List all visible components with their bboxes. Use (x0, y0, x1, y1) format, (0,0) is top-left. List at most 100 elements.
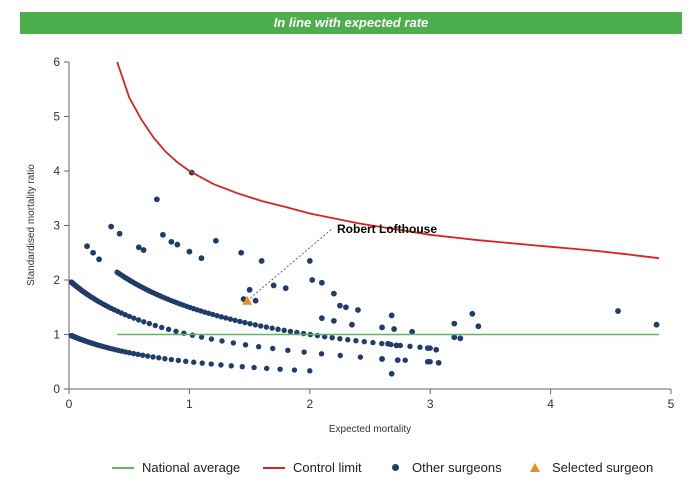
tick-labels: 0 1 2 3 4 5 6 0 1 2 3 4 5 (53, 55, 674, 411)
surgeon-point (146, 320, 153, 327)
annotation-leader (246, 227, 334, 302)
surgeon-point (246, 286, 253, 293)
surgeon-point (277, 366, 283, 372)
surgeon-point (409, 328, 416, 335)
surgeon-point (322, 333, 328, 340)
surgeon-point (370, 339, 376, 346)
surgeon-point (307, 368, 313, 374)
surgeon-point (160, 231, 166, 238)
surgeon-point (337, 302, 343, 309)
surgeon-point (281, 327, 287, 334)
surgeon-point (318, 351, 325, 357)
surgeon-point (131, 315, 137, 321)
surgeon-point (424, 345, 431, 352)
surgeon-point (258, 323, 264, 329)
surgeon-point (159, 324, 165, 331)
surgeon-point (126, 350, 133, 356)
surgeon-point (135, 244, 142, 251)
surgeon-point (263, 365, 270, 372)
surgeon-point (269, 325, 275, 331)
surgeon-point (300, 330, 307, 337)
legend-label: National average (142, 460, 241, 475)
surgeon-point (252, 297, 259, 304)
control-limit-curve (116, 61, 660, 260)
surgeon-point (150, 354, 156, 360)
x-axis-label: Expected mortality (329, 424, 411, 435)
surgeon-point (219, 338, 225, 344)
surgeon-point (301, 349, 307, 355)
surgeon-point (385, 340, 391, 347)
surgeon-point (198, 255, 205, 262)
surgeon-point (162, 355, 168, 362)
legend-label: Selected surgeon (552, 460, 654, 475)
surgeon-point (238, 249, 245, 256)
surgeon-point (168, 238, 175, 245)
surgeon-point (349, 321, 355, 328)
surgeon-point (330, 317, 337, 324)
surgeon-point (433, 346, 440, 353)
surgeon-point (183, 358, 189, 365)
surgeon-point (318, 279, 325, 286)
surgeon-point (357, 354, 364, 360)
surgeon-point (139, 352, 146, 358)
surgeon-point (174, 241, 181, 248)
reference-lines (116, 61, 660, 336)
surgeon-point (379, 324, 385, 331)
surgeon-point (285, 347, 291, 354)
surgeon-point (355, 307, 361, 313)
surgeon-point (152, 322, 158, 329)
y-tick-label: 3 (53, 219, 60, 233)
surgeon-point (210, 311, 216, 318)
surgeon-point (282, 285, 289, 292)
status-banner: In line with expected rate (20, 12, 682, 34)
surgeon-point (255, 343, 262, 350)
selected-surgeon-label: Robert Lofthouse (337, 222, 437, 236)
surgeon-point (435, 359, 442, 366)
surgeon-point (214, 312, 220, 319)
surgeon-point (90, 249, 96, 256)
surgeon-point (393, 342, 400, 349)
surgeon-point (218, 314, 225, 320)
surgeon-point (198, 334, 205, 340)
surgeon-point (451, 320, 458, 327)
surgeon-point (270, 282, 277, 289)
surgeon-point (343, 304, 349, 311)
surgeon-point (394, 357, 401, 364)
surgeon-point (140, 247, 147, 253)
y-tick-label: 1 (53, 328, 60, 342)
surgeon-point (475, 323, 482, 330)
surgeon-point (291, 367, 298, 373)
surgeon-point (653, 321, 660, 328)
selected-surgeon-swatch (530, 463, 540, 472)
surgeon-point (287, 328, 294, 335)
surgeon-point (457, 335, 464, 342)
surgeon-point (258, 258, 265, 264)
surgeon-point (388, 312, 395, 319)
surgeon-point (318, 315, 325, 322)
surgeon-point (126, 313, 133, 320)
surgeon-point (270, 345, 276, 352)
surgeon-point (96, 256, 102, 263)
x-tick-label: 5 (668, 397, 675, 411)
surgeon-point (175, 357, 182, 364)
surgeon-point (451, 334, 458, 341)
surgeon-point (615, 308, 621, 314)
surgeon-point (242, 342, 249, 348)
y-tick-label: 5 (53, 110, 60, 124)
surgeon-point (239, 363, 246, 370)
surgeon-point (379, 356, 385, 362)
y-tick-label: 0 (53, 382, 60, 396)
surgeon-point (144, 353, 151, 359)
surgeon-point (402, 357, 408, 363)
surgeon-point (388, 370, 395, 377)
surgeon-point (345, 336, 351, 343)
surgeon-point (237, 318, 243, 325)
surgeon-point (168, 356, 175, 363)
legend-label: Other surgeons (412, 460, 502, 475)
surgeon-point (130, 350, 137, 357)
surgeon-point (407, 343, 413, 350)
surgeon-point (141, 319, 147, 325)
surgeon-point (156, 355, 162, 361)
surgeon-point (330, 290, 337, 297)
surgeon-point (165, 326, 172, 333)
